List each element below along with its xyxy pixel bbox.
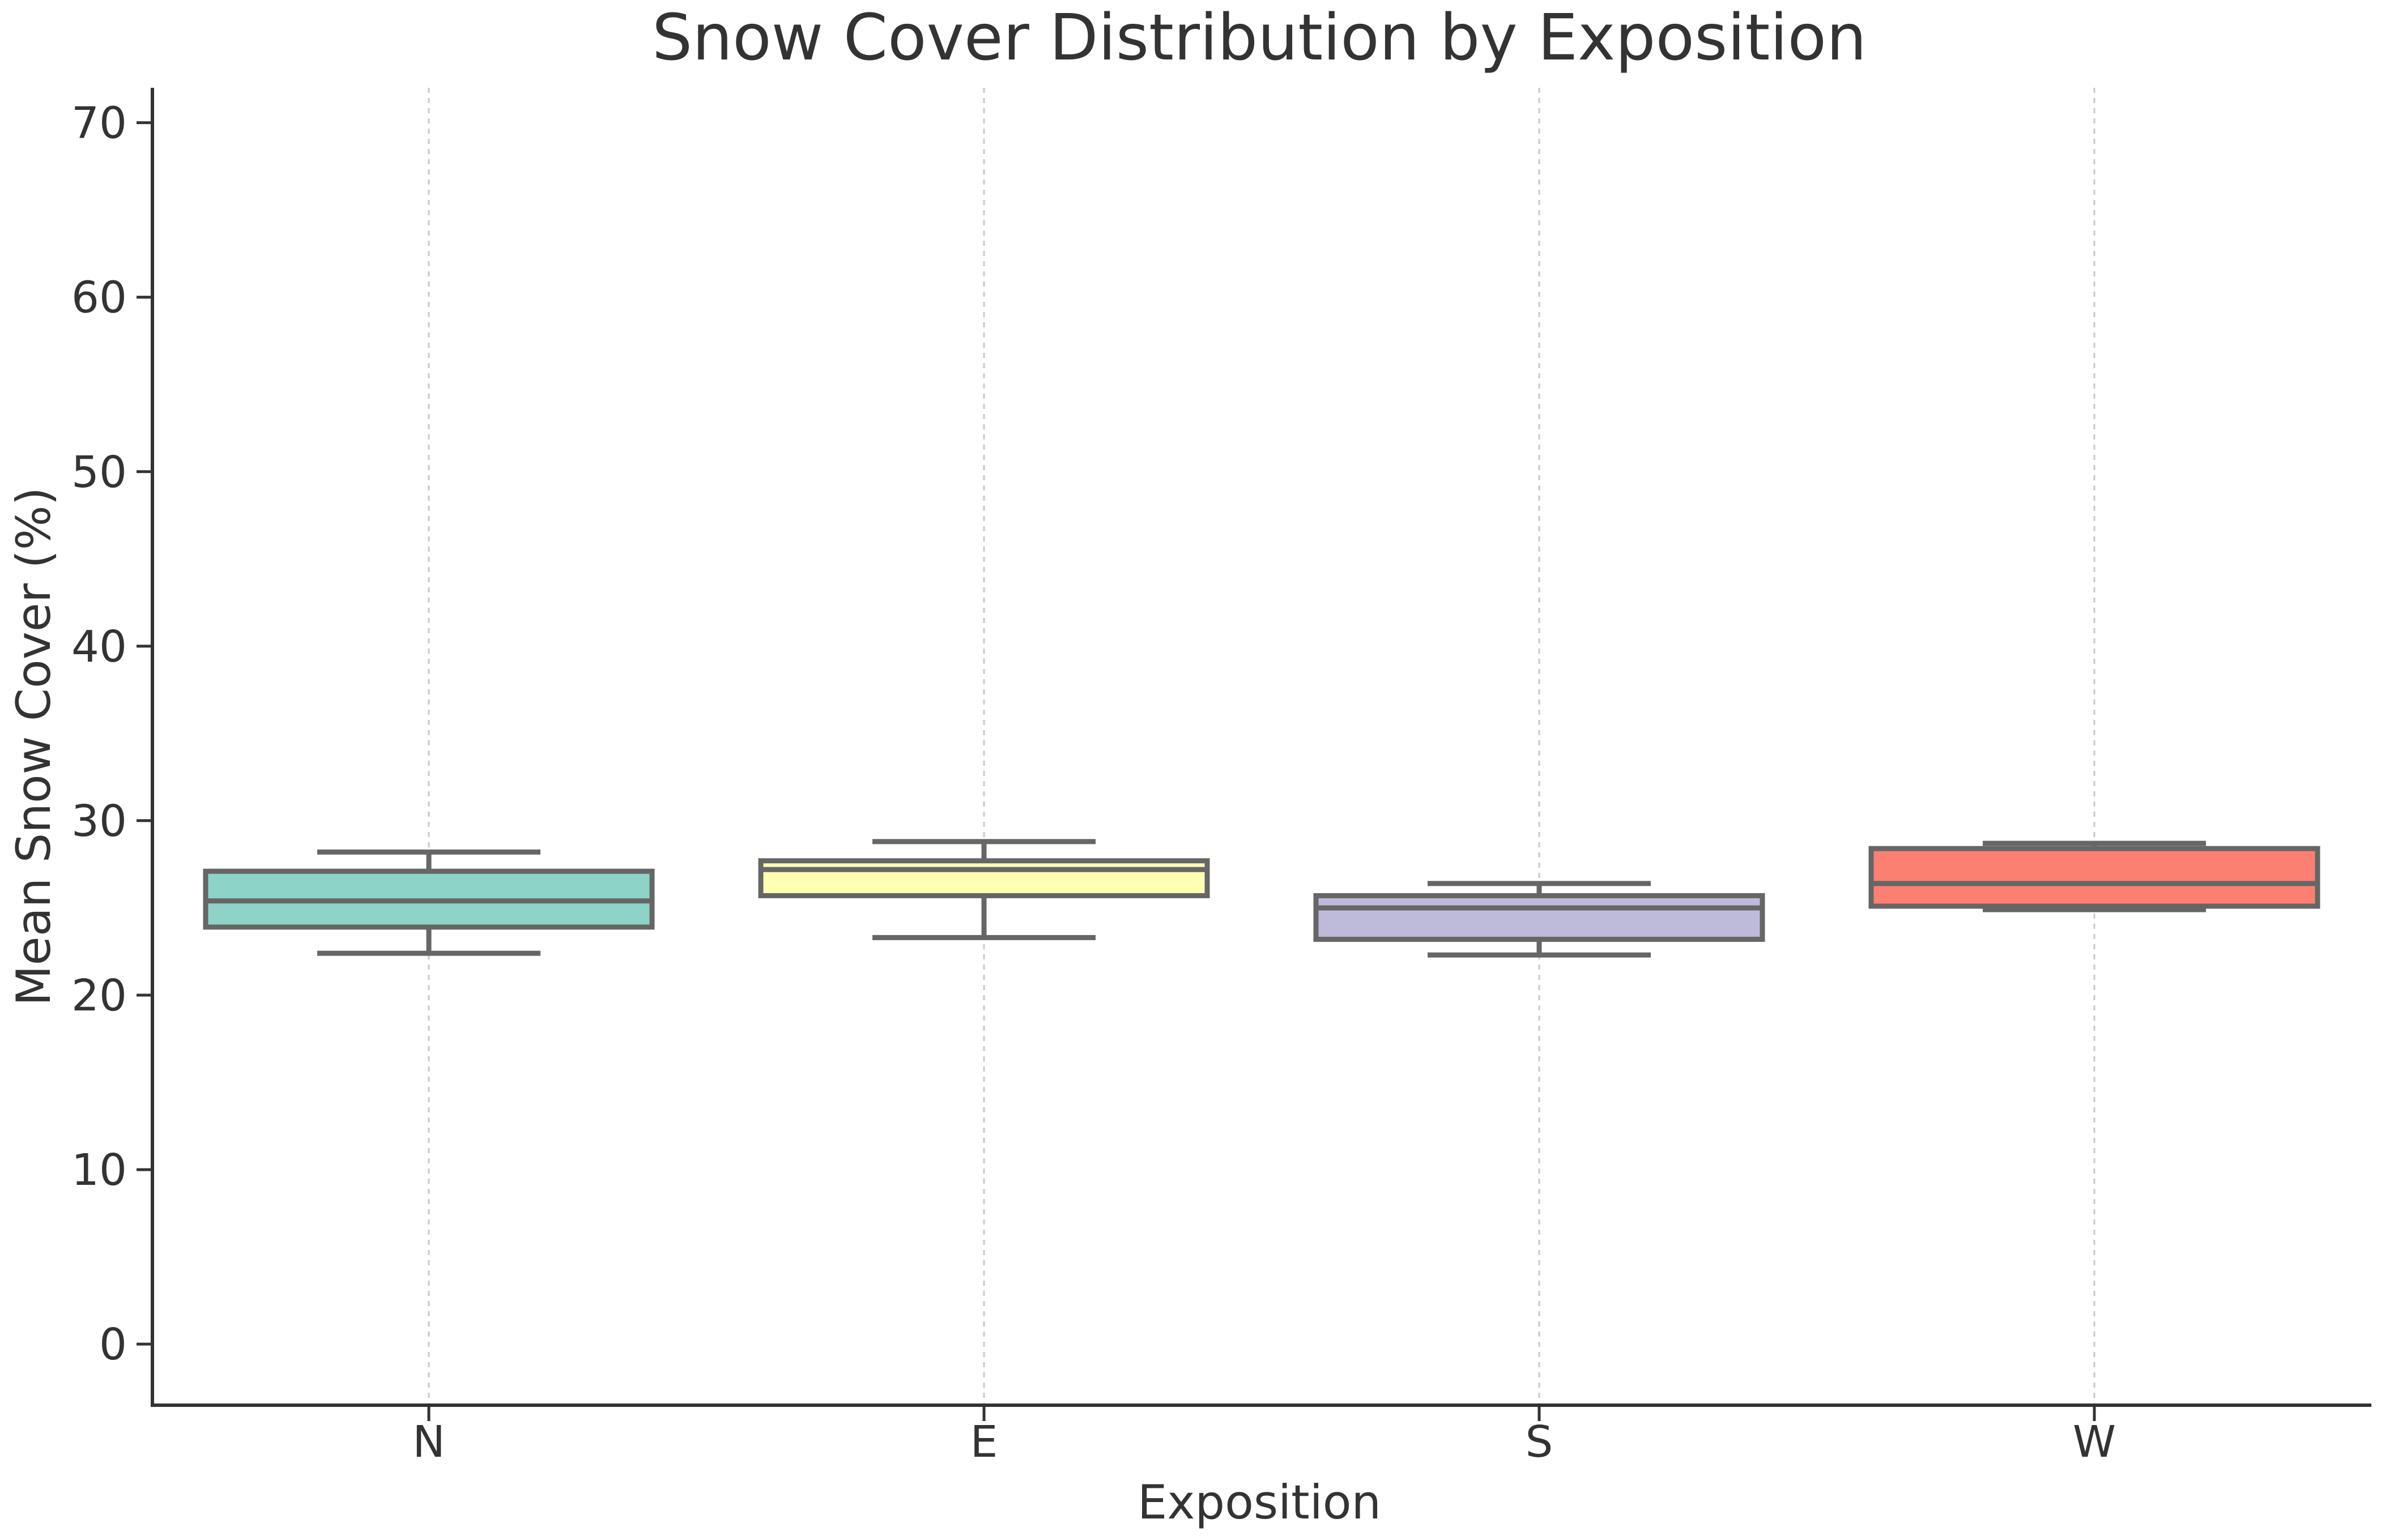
axes-frame xyxy=(151,88,2371,1407)
box-n xyxy=(203,849,655,956)
box-s xyxy=(1313,881,1765,958)
x-tick-label: E xyxy=(970,1417,998,1468)
y-tick-label: 20 xyxy=(71,971,127,1021)
y-axis-label: Mean Snow Cover (%) xyxy=(6,487,61,1006)
iqr-box xyxy=(758,858,1210,898)
y-tick-label: 50 xyxy=(71,447,127,498)
iqr-box xyxy=(1868,846,2320,909)
y-tick-label: 70 xyxy=(71,99,127,149)
y-tick-label: 0 xyxy=(99,1320,127,1370)
x-axis-label: Exposition xyxy=(1138,1475,1381,1530)
y-axis-ticks: 0 10 20 30 40 50 60 70 xyxy=(71,99,152,1370)
grid-layer xyxy=(428,88,2095,1405)
box-w xyxy=(1868,841,2320,912)
chart-title: Snow Cover Distribution by Exposition xyxy=(652,1,1867,75)
y-tick-label: 30 xyxy=(71,796,127,847)
x-tick-label: W xyxy=(2073,1417,2116,1468)
y-tick-label: 10 xyxy=(71,1145,127,1196)
box-e xyxy=(758,839,1210,940)
x-tick-label: N xyxy=(412,1417,445,1468)
iqr-box xyxy=(1313,893,1765,942)
y-tick-label: 60 xyxy=(71,273,127,323)
boxes-layer xyxy=(203,839,2320,958)
x-tick-label: S xyxy=(1526,1417,1553,1468)
y-tick-label: 40 xyxy=(71,622,127,672)
